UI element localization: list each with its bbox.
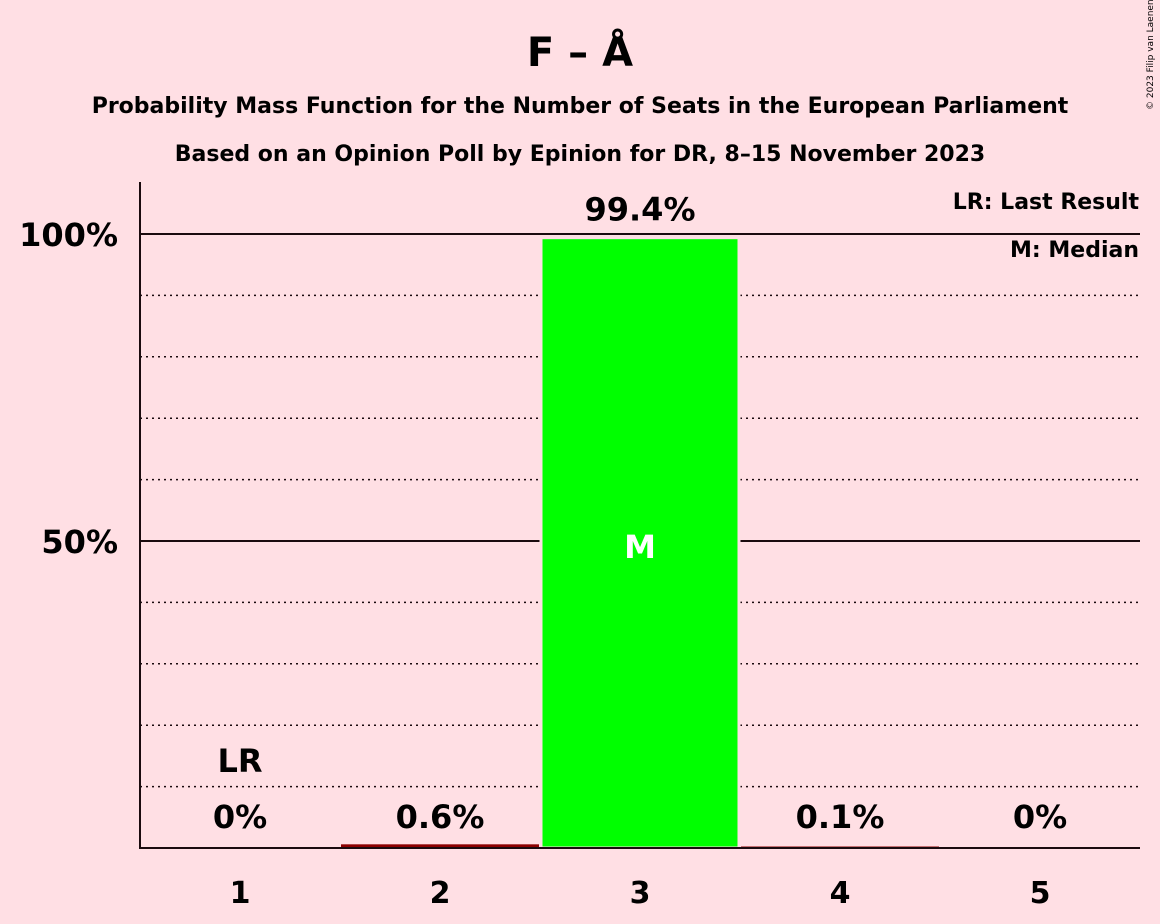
value-label-4: 0.1% [796,798,885,836]
copyright-note: © 2023 Filip van Laenen [1146,0,1156,110]
y-tick-label: 100% [19,216,118,254]
x-tick-label: 2 [430,876,451,911]
chart-subtitle: Probability Mass Function for the Number… [92,94,1069,119]
value-label-2: 0.6% [396,798,485,836]
x-tick-label: 1 [230,876,251,911]
bar-2 [341,844,539,848]
value-label-5: 0% [1013,798,1067,836]
value-label-1: 0% [213,798,267,836]
bar-3 [539,236,741,850]
value-label-3: 99.4% [584,191,695,229]
x-tick-label: 3 [630,876,651,911]
legend-last-result: LR: Last Result [953,190,1140,215]
bars [341,236,939,850]
bar-labels: 0% LR 1 0.6% 2 99.4% M 3 0.1% 4 0% 5 [213,191,1067,911]
last-result-marker: LR [217,742,262,780]
x-tick-label: 4 [830,876,851,911]
x-tick-label: 5 [1030,876,1051,911]
y-tick-label: 50% [41,523,118,561]
median-marker: M [624,528,656,566]
chart-subtitle-poll: Based on an Opinion Poll by Epinion for … [175,142,985,167]
legend-median: M: Median [1010,238,1139,263]
chart-title: F – Å [527,27,633,76]
axes [139,182,1140,849]
